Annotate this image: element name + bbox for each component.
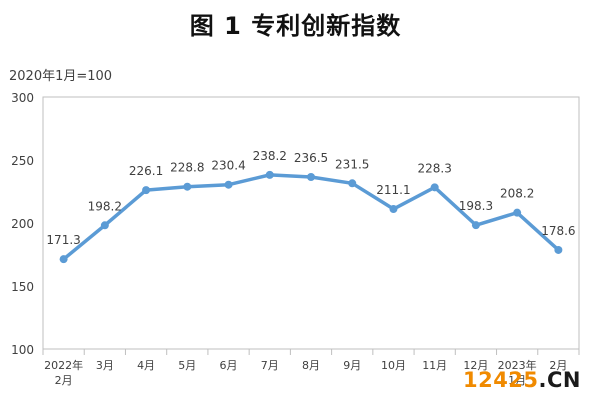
watermark-logo: 12425.CN bbox=[463, 368, 581, 392]
y-tick-label: 300 bbox=[11, 91, 34, 105]
data-point bbox=[348, 179, 357, 188]
data-point bbox=[554, 245, 563, 254]
x-tick-label: 2023年 1月 bbox=[498, 358, 537, 387]
x-tick-label: 4月 bbox=[137, 359, 155, 372]
y-tick-label: 100 bbox=[11, 343, 34, 357]
data-point bbox=[100, 221, 109, 230]
data-point bbox=[59, 255, 68, 264]
data-label: 198.3 bbox=[459, 199, 493, 213]
data-label: 198.2 bbox=[88, 199, 122, 213]
x-tick-label: 2月 bbox=[549, 359, 567, 372]
x-tick-label: 11月 bbox=[422, 359, 447, 372]
unit-note: 2020年1月=100 bbox=[9, 69, 113, 84]
data-point bbox=[471, 221, 480, 230]
watermark-digits: 12425 bbox=[462, 368, 539, 392]
y-tick-label: 200 bbox=[11, 217, 34, 231]
data-label: 236.5 bbox=[294, 151, 328, 165]
x-tick-label: 5月 bbox=[178, 359, 196, 372]
data-label: 228.8 bbox=[170, 161, 204, 175]
y-tick-label: 250 bbox=[11, 154, 34, 168]
x-tick-label: 10月 bbox=[381, 359, 406, 372]
chart-title: 图 1 专利创新指数 bbox=[189, 12, 402, 40]
data-label: 228.3 bbox=[418, 161, 452, 175]
data-point bbox=[513, 208, 522, 217]
y-tick-label: 150 bbox=[11, 280, 34, 294]
data-label: 238.2 bbox=[253, 149, 287, 163]
data-point bbox=[224, 180, 233, 189]
data-label: 178.6 bbox=[541, 224, 575, 238]
x-tick-label: 12月 bbox=[463, 359, 488, 372]
data-label: 208.2 bbox=[500, 187, 534, 201]
data-label: 230.4 bbox=[211, 159, 245, 173]
x-tick-label: 2022年 2月 bbox=[44, 358, 83, 387]
data-label: 171.3 bbox=[46, 233, 80, 247]
watermark-suffix: .CN bbox=[538, 368, 581, 392]
x-tick-label: 9月 bbox=[343, 359, 361, 372]
x-tick-label: 7月 bbox=[261, 359, 279, 372]
data-point bbox=[430, 183, 439, 192]
data-point bbox=[183, 182, 192, 191]
data-point bbox=[389, 205, 398, 214]
data-label: 231.5 bbox=[335, 157, 369, 171]
x-tick-label: 8月 bbox=[302, 359, 320, 372]
x-tick-label: 6月 bbox=[220, 359, 238, 372]
data-point bbox=[142, 186, 151, 195]
series-line bbox=[61, 173, 561, 261]
data-point bbox=[307, 173, 315, 182]
data-label: 226.1 bbox=[129, 164, 163, 178]
data-point bbox=[265, 170, 274, 179]
data-label: 211.1 bbox=[376, 183, 410, 197]
x-tick-label: 3月 bbox=[96, 359, 114, 372]
plot-area-border bbox=[42, 96, 580, 350]
